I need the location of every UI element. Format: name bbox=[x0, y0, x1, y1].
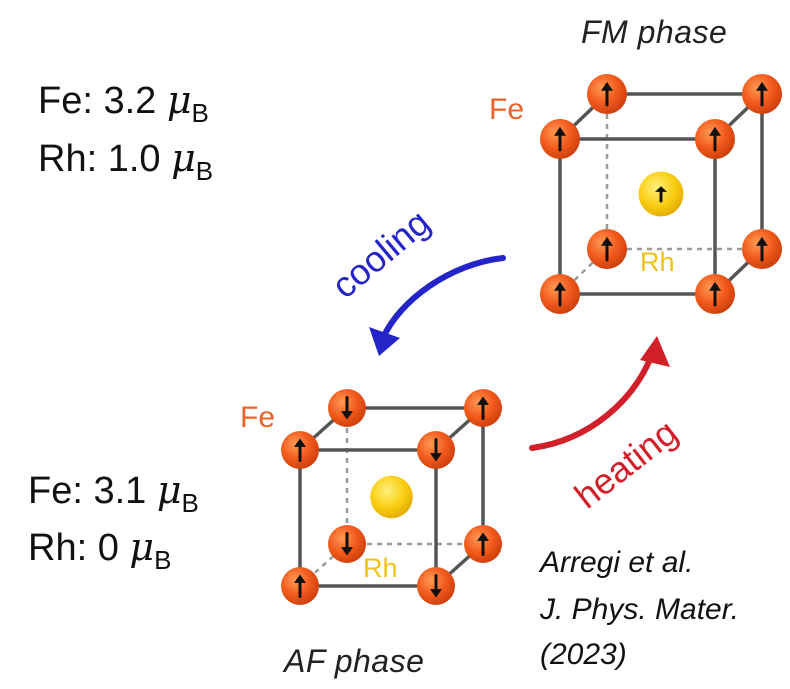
fe-spin-arrow-icon bbox=[430, 574, 442, 598]
rh-atom bbox=[638, 171, 684, 217]
fe-spin-arrow-icon bbox=[430, 438, 442, 462]
fe-atom bbox=[742, 229, 782, 269]
af-phase-cube bbox=[281, 389, 502, 605]
fe-spin-arrow-icon bbox=[601, 236, 613, 262]
fe-atom bbox=[464, 525, 502, 563]
heating-label: heating bbox=[567, 411, 685, 516]
fe-spin-arrow-icon bbox=[341, 396, 353, 420]
af-fe-label: Fe bbox=[240, 401, 275, 434]
fe-spin-arrow-icon bbox=[294, 574, 306, 598]
fe-atom bbox=[328, 525, 366, 563]
fe-spin-arrow-icon bbox=[756, 236, 768, 262]
fm-rh-moment: Rh: 1.0 μB bbox=[38, 136, 213, 186]
citation-journal: J. Phys. Mater. bbox=[539, 593, 739, 626]
fe-atom bbox=[742, 74, 782, 114]
fe-atom bbox=[328, 389, 366, 427]
fe-atom bbox=[587, 74, 627, 114]
fe-atom bbox=[695, 274, 735, 314]
fe-atom bbox=[281, 567, 319, 605]
citation-authors: Arregi et al. bbox=[538, 546, 693, 579]
fe-atom bbox=[281, 431, 319, 469]
rh-atom bbox=[370, 475, 413, 519]
fe-atom bbox=[464, 389, 502, 427]
fe-spin-arrow-icon bbox=[477, 396, 489, 420]
fe-atom bbox=[540, 274, 580, 314]
fe-spin-arrow-icon bbox=[554, 126, 566, 152]
fm-rh-label: Rh bbox=[640, 247, 675, 277]
fm-fe-moment: Fe: 3.2 μB bbox=[38, 78, 209, 128]
citation-year: (2023) bbox=[540, 638, 627, 671]
af-rh-moment: Rh: 0 μB bbox=[28, 525, 171, 575]
fe-spin-arrow-icon bbox=[294, 438, 306, 462]
fm-fe-label: Fe bbox=[489, 93, 524, 126]
af-fe-moment: Fe: 3.1 μB bbox=[28, 468, 199, 518]
fe-spin-arrow-icon bbox=[709, 126, 721, 152]
fe-spin-arrow-icon bbox=[477, 532, 489, 556]
af-phase-title: AF phase bbox=[282, 643, 424, 679]
citation: Arregi et al. J. Phys. Mater. (2023) bbox=[538, 546, 739, 671]
fe-atom bbox=[587, 229, 627, 269]
fe-spin-arrow-icon bbox=[554, 281, 566, 307]
fe-atom bbox=[540, 119, 580, 159]
fm-phase-title: FM phase bbox=[581, 14, 727, 50]
fe-spin-arrow-icon bbox=[341, 532, 353, 556]
fe-atom bbox=[695, 119, 735, 159]
cooling-arrow bbox=[369, 255, 506, 356]
fm-moments: Fe: 3.2 μB Rh: 1.0 μB bbox=[38, 78, 213, 186]
af-rh-label: Rh bbox=[363, 553, 398, 583]
fe-spin-arrow-icon bbox=[601, 81, 613, 107]
rh-spin-arrow-icon bbox=[655, 186, 667, 203]
fe-spin-arrow-icon bbox=[756, 81, 768, 107]
af-moments: Fe: 3.1 μB Rh: 0 μB bbox=[28, 468, 199, 575]
fe-atom bbox=[417, 431, 455, 469]
heating-arrow bbox=[529, 336, 670, 451]
fe-atom bbox=[417, 567, 455, 605]
fm-phase-cube bbox=[540, 74, 782, 314]
fe-spin-arrow-icon bbox=[709, 281, 721, 307]
